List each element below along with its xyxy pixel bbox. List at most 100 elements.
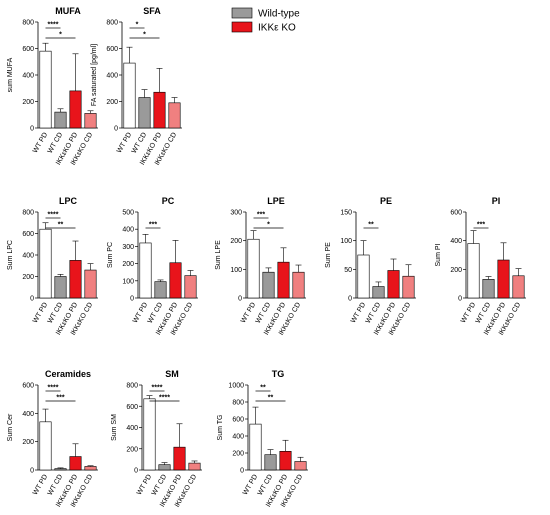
legend-label: IKKε KO — [258, 23, 296, 34]
y-axis-label: Sum TG — [217, 415, 224, 441]
y-tick-label: 200 — [126, 446, 138, 453]
significance-label: * — [143, 32, 146, 39]
y-tick-label: 300 — [122, 244, 134, 251]
bar — [188, 462, 201, 471]
y-tick-label: 400 — [126, 425, 138, 432]
significance-label: ** — [268, 395, 274, 402]
y-tick-label: 200 — [122, 261, 134, 268]
bar — [169, 262, 182, 299]
y-tick-label: 600 — [22, 46, 34, 53]
y-tick-label: 200 — [106, 99, 118, 106]
y-tick-label: 150 — [340, 210, 352, 217]
y-tick-label: 200 — [22, 99, 34, 106]
bar — [184, 275, 197, 299]
y-tick-label: 200 — [22, 274, 34, 281]
bar — [153, 91, 166, 129]
bar — [84, 113, 97, 129]
significance-label: **** — [48, 22, 59, 29]
significance-label: ** — [368, 222, 374, 229]
bar — [143, 398, 156, 471]
y-axis-label: FA saturated [pg/ml] — [91, 44, 98, 106]
bar — [54, 276, 67, 299]
y-tick-label: 200 — [232, 451, 244, 458]
y-tick-label: 0 — [240, 468, 244, 475]
bar — [482, 279, 495, 299]
bar — [294, 461, 307, 471]
panel-title: Ceramides — [45, 369, 91, 379]
panel-title: PC — [162, 196, 175, 206]
bar — [387, 270, 400, 299]
bar — [279, 450, 292, 471]
bar — [402, 275, 415, 299]
bar — [54, 111, 67, 129]
y-tick-label: 800 — [22, 210, 34, 217]
legend-label: Wild-type — [258, 9, 300, 20]
y-tick-label: 400 — [22, 253, 34, 260]
significance-label: *** — [149, 222, 157, 229]
y-tick-label: 200 — [450, 267, 462, 274]
bar — [158, 464, 171, 471]
y-tick-label: 600 — [450, 210, 462, 217]
bar — [467, 243, 480, 299]
panel-title: SM — [165, 369, 179, 379]
y-tick-label: 0 — [348, 296, 352, 303]
bar — [247, 238, 260, 299]
panel-title: MUFA — [55, 6, 81, 16]
y-tick-label: 600 — [106, 46, 118, 53]
bar — [54, 468, 67, 471]
bar — [69, 260, 82, 299]
bar — [39, 421, 52, 471]
bar — [154, 281, 167, 299]
bar — [262, 271, 275, 299]
y-tick-label: 800 — [126, 383, 138, 390]
y-axis-label: Sum PI — [435, 243, 442, 266]
bar — [39, 228, 52, 299]
y-tick-label: 0 — [30, 296, 34, 303]
bar — [84, 466, 97, 471]
significance-label: * — [267, 222, 270, 229]
bar — [39, 50, 52, 129]
y-tick-label: 800 — [106, 20, 118, 27]
significance-label: **** — [48, 385, 59, 392]
significance-label: *** — [477, 222, 485, 229]
y-tick-label: 0 — [30, 126, 34, 133]
bar — [249, 423, 262, 471]
y-tick-label: 0 — [238, 296, 242, 303]
y-tick-label: 600 — [232, 417, 244, 424]
significance-label: **** — [48, 212, 59, 219]
y-axis-label: Sum PC — [107, 242, 114, 268]
y-tick-label: 600 — [22, 231, 34, 238]
y-axis-label: Sum SM — [111, 414, 118, 441]
y-tick-label: 500 — [122, 210, 134, 217]
y-tick-label: 400 — [122, 227, 134, 234]
panel-title: SFA — [143, 6, 161, 16]
significance-label: ** — [260, 385, 266, 392]
y-axis-label: Sum PE — [325, 242, 332, 268]
bar — [497, 259, 510, 299]
y-tick-label: 0 — [30, 468, 34, 475]
y-tick-label: 600 — [22, 383, 34, 390]
y-axis-label: Sum LPC — [7, 240, 14, 270]
y-tick-label: 0 — [134, 468, 138, 475]
legend-swatch — [231, 7, 253, 19]
y-tick-label: 400 — [106, 73, 118, 80]
y-tick-label: 0 — [114, 126, 118, 133]
bar — [357, 254, 370, 299]
bar — [173, 446, 186, 471]
bar — [139, 242, 152, 299]
significance-label: **** — [152, 385, 163, 392]
bar — [168, 102, 181, 129]
y-tick-label: 200 — [22, 439, 34, 446]
significance-label: * — [59, 32, 62, 39]
y-tick-label: 400 — [22, 73, 34, 80]
